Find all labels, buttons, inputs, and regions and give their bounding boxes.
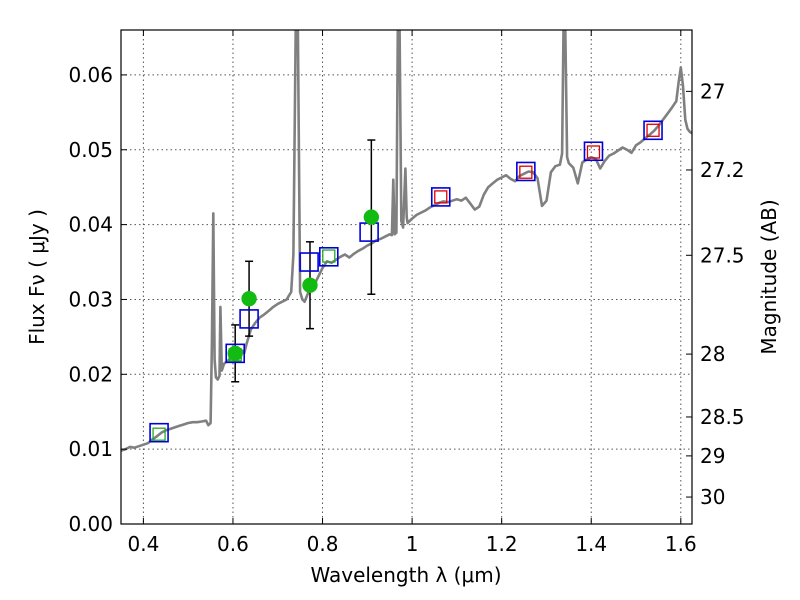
y-axis-label: Flux Fν ( μJy ) xyxy=(25,209,49,345)
grid xyxy=(121,30,692,525)
measured-flux-point xyxy=(241,290,257,307)
model-flux-square xyxy=(359,222,379,242)
model-flux-square xyxy=(318,246,339,267)
plot-area xyxy=(121,30,692,452)
model-flux-square xyxy=(225,343,245,364)
x-tick-label: 1.6 xyxy=(665,532,697,556)
y-tick-label: 0.01 xyxy=(68,437,113,461)
y-tick-label: 0.05 xyxy=(68,138,113,162)
y2-tick-label: 30 xyxy=(700,485,725,509)
model-flux-square xyxy=(299,252,319,272)
y-tick-label: 0.06 xyxy=(68,63,113,87)
model-flux-square xyxy=(643,120,663,141)
model-flux-square xyxy=(516,161,536,182)
x-tick-label: 1.4 xyxy=(575,532,607,556)
x-tick-label: 0.8 xyxy=(307,532,339,556)
model-flux-square xyxy=(430,187,451,207)
nir-band-square xyxy=(519,165,533,179)
x-tick-label: 0.6 xyxy=(217,532,249,556)
y-tick-label: 0.02 xyxy=(68,362,113,386)
y2-tick-label: 28.5 xyxy=(700,405,745,429)
x-tick-label: 1.2 xyxy=(486,532,518,556)
nir-band-square xyxy=(586,145,601,159)
x-tick-label: 0.4 xyxy=(127,532,159,556)
y2-tick-label: 27 xyxy=(700,79,725,103)
model-flux-square xyxy=(239,309,259,329)
ticks: 0.4 0.6 0.8 1 1.2 1.4 1.6 0.00 0.01 0.02 0.03 0.04 0… xyxy=(68,30,745,556)
visible-band-square xyxy=(152,427,166,441)
y2-axis-label: Magnitude (AB) xyxy=(757,199,781,354)
visible-band-square xyxy=(322,249,336,263)
y-tick-label: 0.04 xyxy=(68,213,113,237)
y2-tick-label: 29 xyxy=(700,444,725,468)
y-tick-label: 0.03 xyxy=(68,287,113,311)
x-tick-label: 1 xyxy=(406,532,419,556)
measured-flux-point xyxy=(363,209,380,225)
nir-band-square xyxy=(434,190,448,204)
plot-frame xyxy=(120,29,693,525)
model-flux-square xyxy=(583,141,604,162)
y2-tick-label: 28 xyxy=(700,342,725,366)
model-flux-square xyxy=(149,422,169,443)
measured-flux-point xyxy=(302,277,318,293)
y2-tick-label: 27.5 xyxy=(700,243,745,267)
measured-flux-point xyxy=(227,345,243,362)
nir-band-square xyxy=(646,123,660,137)
y-tick-label: 0.00 xyxy=(68,512,113,536)
sed-spectrum-line xyxy=(121,30,692,452)
x-axis-label: Wavelength λ (μm) xyxy=(310,563,501,587)
y2-tick-label: 27.2 xyxy=(700,158,745,182)
